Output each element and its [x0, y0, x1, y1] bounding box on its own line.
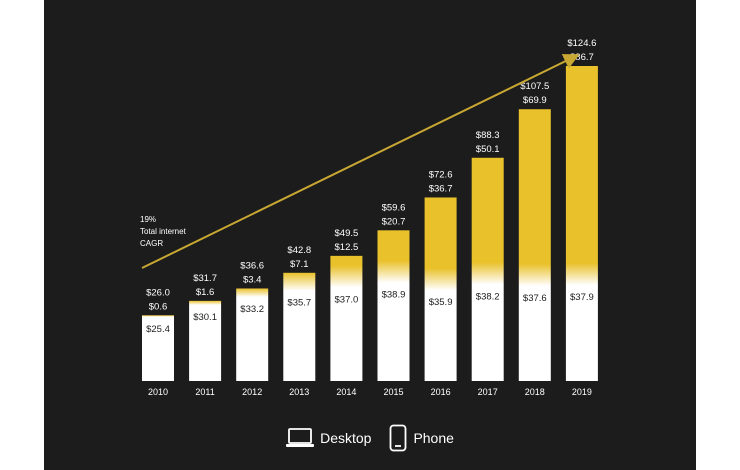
- bar-2016: [424, 197, 457, 381]
- desktop-value-2019: $37.9: [570, 292, 594, 303]
- desktop-value-2013: $35.7: [287, 298, 311, 309]
- desktop-value-2010: $25.4: [146, 324, 170, 335]
- x-tick-2013: 2013: [289, 387, 309, 397]
- x-tick-2017: 2017: [478, 387, 498, 397]
- desktop-value-2018: $37.6: [523, 293, 547, 304]
- phone-value-2015: $20.7: [382, 216, 406, 227]
- bar-2015: [377, 230, 410, 381]
- bar-2019: [565, 66, 598, 381]
- x-tick-2012: 2012: [242, 387, 262, 397]
- bar-2011: [189, 300, 222, 381]
- total-value-2012: $36.6: [240, 260, 264, 271]
- legend-label-desktop: Desktop: [320, 430, 372, 446]
- desktop-icon: [286, 428, 315, 447]
- total-value-2017: $88.3: [476, 130, 500, 141]
- phone-value-2011: $1.6: [196, 287, 215, 298]
- bar-2018: [518, 109, 551, 381]
- desktop-value-2011: $30.1: [193, 312, 217, 323]
- total-value-2013: $42.8: [287, 245, 311, 256]
- cagr-annotation-line-1: Total internet: [140, 227, 187, 236]
- total-value-2015: $59.6: [382, 202, 406, 213]
- phone-value-2019: $86.7: [570, 52, 594, 63]
- bar-2012: [236, 288, 269, 381]
- desktop-value-2014: $37.0: [335, 294, 359, 305]
- bar-2017: [471, 157, 504, 381]
- x-tick-2015: 2015: [383, 387, 403, 397]
- desktop-value-2017: $38.2: [476, 291, 500, 302]
- desktop-value-2015: $38.9: [382, 290, 406, 301]
- cagr-annotation-line-2: CAGR: [140, 239, 163, 248]
- total-value-2016: $72.6: [429, 169, 453, 180]
- x-tick-2010: 2010: [148, 387, 168, 397]
- legend-label-phone: Phone: [413, 430, 454, 446]
- phone-value-2012: $3.4: [243, 274, 262, 285]
- x-tick-2016: 2016: [431, 387, 451, 397]
- legend-item-phone: Phone: [389, 424, 454, 452]
- chart-panel: $25.4 $0.6 $26.0 2010 $30.1 $1.6 $31.7 2011 $33.…: [44, 0, 696, 470]
- total-value-2010: $26.0: [146, 287, 170, 298]
- x-tick-2018: 2018: [525, 387, 545, 397]
- legend: Desktop Phone: [44, 424, 696, 452]
- total-value-2019: $124.6: [567, 38, 596, 49]
- phone-value-2010: $0.6: [149, 301, 168, 312]
- bar-chart: $25.4 $0.6 $26.0 2010 $30.1 $1.6 $31.7 2011 $33.…: [140, 38, 598, 397]
- phone-value-2016: $36.7: [429, 183, 453, 194]
- phone-value-2014: $12.5: [335, 242, 359, 253]
- x-tick-2011: 2011: [195, 387, 214, 397]
- bar-2010: [142, 315, 174, 381]
- phone-value-2017: $50.1: [476, 144, 500, 155]
- bar-2014: [330, 255, 363, 381]
- x-tick-2019: 2019: [572, 387, 592, 397]
- legend-item-desktop: Desktop: [286, 427, 371, 449]
- desktop-value-2016: $35.9: [429, 297, 453, 308]
- x-tick-2014: 2014: [336, 387, 356, 397]
- total-value-2011: $31.7: [193, 273, 217, 284]
- cagr-annotation-line-0: 19%: [140, 215, 156, 224]
- desktop-value-2012: $33.2: [240, 304, 264, 315]
- total-value-2018: $107.5: [520, 81, 549, 92]
- phone-icon: [390, 424, 407, 452]
- phone-value-2013: $7.1: [290, 259, 309, 270]
- bar-2013: [283, 272, 316, 381]
- total-value-2014: $49.5: [335, 228, 359, 239]
- growth-arrow: [141, 54, 580, 269]
- phone-value-2018: $69.9: [523, 95, 547, 106]
